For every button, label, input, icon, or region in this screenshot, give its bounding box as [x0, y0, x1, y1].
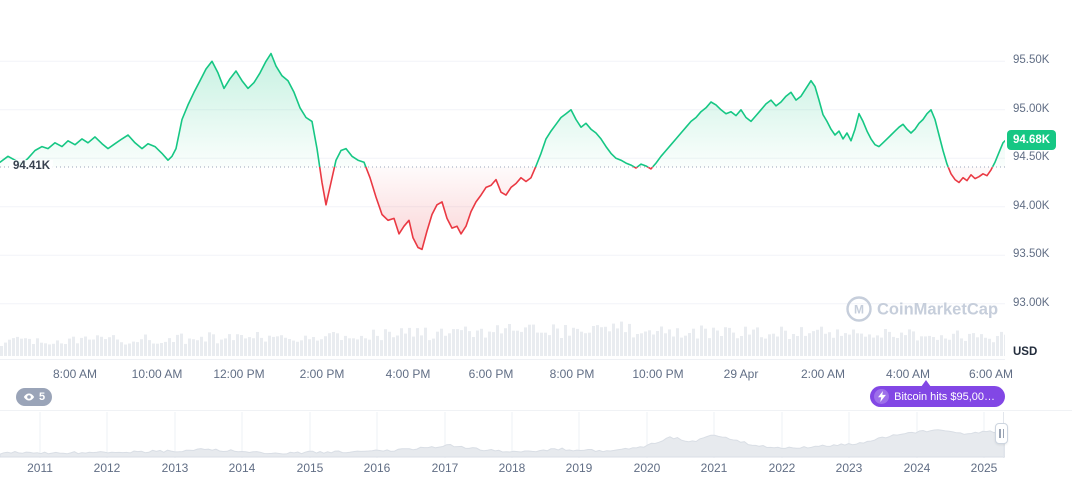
year-axis-label: 2015 [296, 461, 324, 475]
time-axis-label: 8:00 AM [52, 367, 98, 381]
navigator-area [0, 429, 1005, 458]
year-axis-label: 2012 [93, 461, 121, 475]
time-axis-label: 4:00 PM [385, 367, 431, 381]
time-axis-label: 4:00 AM [885, 367, 931, 381]
year-axis: 2011 2012 2013 2014 2015 2016 2017 2018 2019 2020… [0, 461, 1005, 477]
year-axis-label: 2025 [970, 461, 998, 475]
price-chart-canvas[interactable]: M CoinMarketCap [0, 0, 1005, 360]
time-axis-label: 12:00 PM [213, 367, 265, 381]
time-axis: 8:00 AM 10:00 AM 12:00 PM 2:00 PM 4:00 PM 6:0… [0, 367, 1013, 383]
views-badge[interactable]: 5 [16, 388, 53, 406]
y-axis-label: 95.50K [1013, 54, 1050, 67]
year-axis-label: 2019 [565, 461, 593, 475]
time-axis-label: 8:00 PM [549, 367, 595, 381]
y-axis-label: 93.50K [1013, 248, 1050, 261]
views-count: 5 [39, 391, 46, 403]
time-axis-label: 2:00 AM [800, 367, 846, 381]
year-axis-label: 2020 [633, 461, 661, 475]
year-axis-label: 2014 [228, 461, 256, 475]
y-axis-label: 94.00K [1013, 199, 1050, 212]
price-line-up [0, 52, 1005, 167]
svg-text:CoinMarketCap: CoinMarketCap [877, 301, 998, 319]
y-axis-label: 94.50K [1013, 151, 1050, 164]
y-axis-label: 93.00K [1013, 296, 1050, 309]
year-axis-label: 2018 [498, 461, 526, 475]
time-axis-label: 29 Apr [723, 367, 759, 381]
timeline-navigator[interactable]: 2011 2012 2013 2014 2015 2016 2017 2018 2019 2020… [0, 410, 1072, 477]
coinmarketcap-watermark: M CoinMarketCap [846, 296, 998, 322]
navigator-resize-handle[interactable] [995, 423, 1008, 444]
time-axis-label: 2:00 PM [299, 367, 345, 381]
news-pill[interactable]: Bitcoin hits $95,00… [870, 386, 1005, 407]
current-price-badge: 94.68K [1007, 130, 1057, 150]
year-axis-label: 2023 [835, 461, 863, 475]
year-axis-label: 2017 [431, 461, 459, 475]
time-axis-label: 10:00 PM [632, 367, 684, 381]
currency-label: USD [1013, 346, 1038, 358]
price-chart-region: M CoinMarketCap 95.50K 95.00K 94.50K 94.00K 9… [0, 0, 1057, 360]
year-axis-label: 2011 [27, 461, 53, 475]
svg-text:M: M [854, 303, 864, 317]
baseline-price-label: 94.41K [10, 160, 54, 172]
navigator-chart[interactable] [0, 412, 1005, 458]
year-axis-label: 2013 [161, 461, 189, 475]
y-axis-label: 95.00K [1013, 102, 1050, 115]
eye-icon [23, 393, 35, 401]
time-axis-label: 6:00 AM [968, 367, 1014, 381]
time-axis-label: 6:00 PM [468, 367, 514, 381]
coinmarketcap-logo-icon [846, 296, 872, 322]
lightning-icon [874, 389, 890, 404]
news-pill-label: Bitcoin hits $95,00… [894, 390, 995, 403]
year-axis-label: 2022 [768, 461, 796, 475]
year-axis-label: 2016 [363, 461, 391, 475]
news-marker-triangle[interactable] [921, 380, 931, 387]
year-axis-label: 2024 [903, 461, 931, 475]
year-axis-label: 2021 [700, 461, 728, 475]
time-axis-label: 10:00 AM [131, 367, 183, 381]
